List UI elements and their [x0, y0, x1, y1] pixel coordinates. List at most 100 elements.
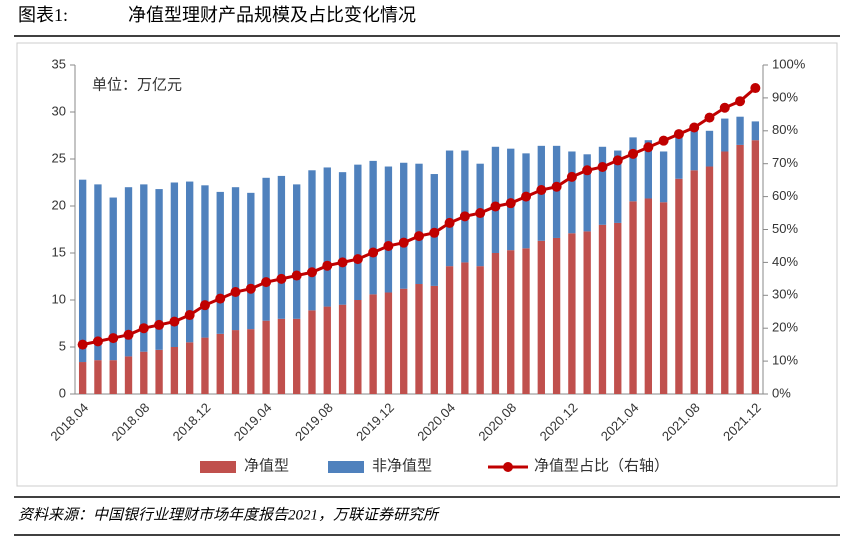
legend-swatch: [200, 461, 236, 473]
bar-segment: [629, 201, 637, 394]
bar-segment: [614, 150, 622, 223]
bar-segment: [384, 292, 393, 394]
x-tick-label: 2020.08: [475, 400, 519, 444]
ratio-marker: [337, 257, 348, 268]
bar-segment: [552, 237, 561, 394]
bar-segment: [247, 192, 255, 330]
bar-segment: [568, 233, 576, 394]
ratio-marker: [184, 310, 195, 321]
bar-segment: [400, 288, 408, 394]
bar-segment: [216, 191, 224, 334]
bar-segment: [216, 333, 224, 394]
ratio-marker: [475, 208, 486, 219]
bar-segment: [308, 170, 316, 311]
y-tick-label: 20: [52, 197, 66, 212]
ratio-marker: [673, 129, 684, 140]
bar-segment: [201, 337, 209, 394]
chart-frame: [16, 42, 838, 487]
y2-tick-label: 20%: [772, 320, 798, 335]
ratio-marker: [215, 293, 226, 304]
y2-tick-label: 70%: [772, 155, 798, 170]
ratio-marker: [352, 254, 363, 265]
bar-segment: [598, 224, 607, 394]
ratio-marker: [566, 171, 577, 182]
x-tick-label: 2018.04: [47, 400, 91, 444]
bar-segment: [445, 150, 454, 267]
x-tick-label: 2020.12: [537, 400, 581, 444]
bar-segment: [507, 250, 515, 394]
bar-segment: [109, 197, 117, 361]
bar-segment: [140, 351, 148, 394]
bar-segment: [277, 318, 286, 394]
bar-segment: [690, 125, 698, 171]
bar-segment: [430, 285, 438, 394]
bar-segment: [338, 172, 347, 305]
y-tick-label: 10: [52, 291, 66, 306]
ratio-marker: [169, 316, 180, 327]
bar-segment: [675, 178, 683, 394]
ratio-marker: [628, 148, 639, 159]
bar-segment: [736, 144, 744, 394]
ratio-marker: [92, 336, 103, 347]
bar-segment: [705, 130, 714, 167]
bar-segment: [338, 304, 347, 394]
bar-segment: [461, 262, 469, 394]
ratio-marker: [245, 283, 256, 294]
bar-segment: [155, 189, 163, 350]
bar-segment: [155, 349, 163, 394]
bar-segment: [552, 145, 561, 238]
ratio-marker: [429, 227, 440, 238]
bar-segment: [644, 198, 653, 394]
bar-segment: [354, 164, 362, 300]
ratio-marker: [383, 240, 394, 251]
bar-segment: [293, 184, 301, 319]
bar-segment: [583, 231, 591, 394]
y-tick-label: 30: [52, 103, 66, 118]
ratio-marker: [582, 165, 593, 176]
y-tick-label: 25: [52, 150, 66, 165]
x-tick-label: 2018.12: [170, 400, 214, 444]
y-tick-label: 5: [59, 338, 66, 353]
bar-segment: [675, 130, 683, 179]
ratio-marker: [643, 142, 654, 153]
bar-segment: [721, 118, 729, 152]
bar-segment: [705, 166, 714, 394]
bar-segment: [629, 137, 637, 202]
x-tick-label: 2021.04: [598, 400, 642, 444]
legend-label: 净值型占比（右轴）: [534, 457, 669, 474]
ratio-marker: [261, 277, 272, 288]
y2-tick-label: 10%: [772, 353, 798, 368]
bar-segment: [614, 222, 622, 394]
ratio-marker: [322, 260, 333, 271]
ratio-marker: [199, 300, 210, 311]
bar-segment: [78, 362, 87, 394]
source-note: 资料来源：中国银行业理财市场年度报告2021，万联证券研究所: [18, 506, 440, 523]
y2-tick-label: 100%: [772, 56, 806, 71]
ratio-marker: [735, 96, 746, 107]
bar-segment: [369, 294, 377, 394]
bar-segment: [109, 360, 117, 394]
bar-segment: [659, 151, 668, 203]
ratio-marker: [77, 339, 88, 350]
legend-swatch: [503, 462, 513, 472]
bar-segment: [476, 266, 484, 394]
bar-segment: [170, 182, 179, 347]
bar-segment: [537, 240, 545, 394]
bar-segment: [491, 146, 500, 253]
bar-segment: [415, 284, 423, 394]
bar-segment: [308, 310, 316, 394]
ratio-marker: [704, 112, 715, 123]
bar-segment: [185, 181, 194, 343]
bar-segment: [384, 166, 393, 293]
x-tick-label: 2019.12: [353, 400, 397, 444]
bar-segment: [262, 320, 270, 394]
ratio-marker: [230, 287, 241, 298]
ratio-marker: [521, 191, 532, 202]
y2-tick-label: 90%: [772, 89, 798, 104]
x-tick-label: 2019.08: [292, 400, 336, 444]
legend-label: 非净值型: [372, 457, 432, 474]
bar-segment: [94, 184, 102, 361]
ratio-marker: [398, 237, 409, 248]
ratio-marker: [108, 333, 119, 344]
x-tick-label: 2019.04: [231, 400, 275, 444]
